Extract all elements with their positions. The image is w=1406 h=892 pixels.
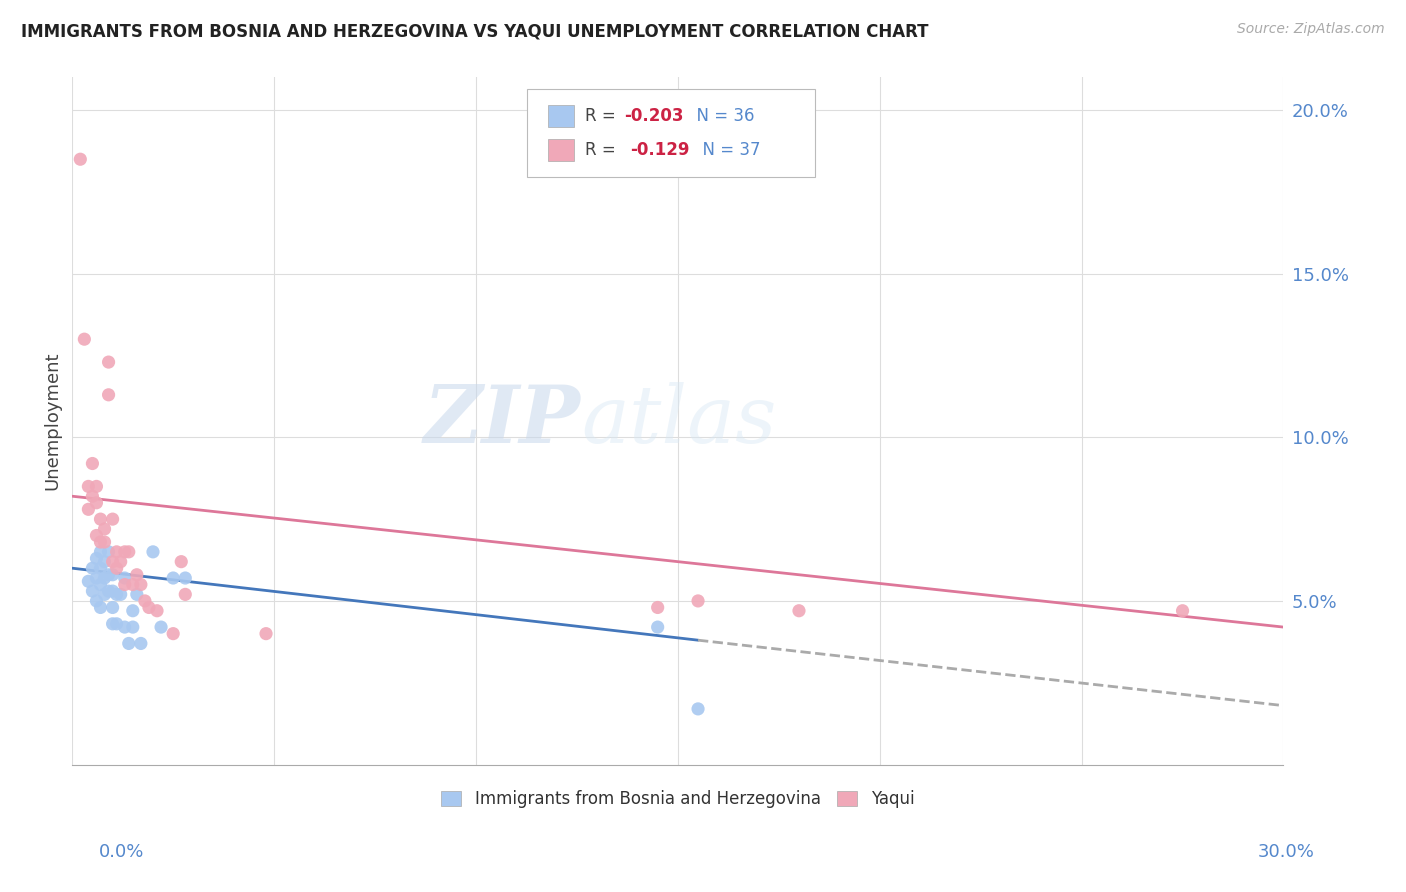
Point: [101, 600, 124, 615]
Text: Source: ZipAtlas.com: Source: ZipAtlas.com: [1237, 22, 1385, 37]
Point: [101, 555, 124, 569]
Point: [93, 587, 115, 601]
Text: ZIP: ZIP: [425, 383, 581, 459]
Point: [97, 567, 120, 582]
Point: [105, 616, 128, 631]
Point: [101, 616, 124, 631]
Point: [101, 567, 124, 582]
Point: [93, 555, 115, 569]
Text: IMMIGRANTS FROM BOSNIA AND HERZEGOVINA VS YAQUI UNEMPLOYMENT CORRELATION CHART: IMMIGRANTS FROM BOSNIA AND HERZEGOVINA V…: [21, 22, 928, 40]
Point: [89, 600, 111, 615]
Point: [82, 489, 104, 503]
Text: -0.203: -0.203: [624, 107, 683, 125]
Point: [129, 577, 152, 591]
Point: [121, 577, 143, 591]
Point: [121, 620, 143, 634]
Point: [118, 636, 141, 650]
Point: [105, 561, 128, 575]
Point: [162, 626, 184, 640]
Point: [105, 545, 128, 559]
Point: [129, 636, 152, 650]
Point: [77, 479, 100, 493]
Point: [647, 600, 669, 615]
Point: [101, 512, 124, 526]
Point: [101, 584, 124, 599]
Point: [134, 594, 156, 608]
Point: [142, 545, 165, 559]
Point: [174, 571, 197, 585]
Point: [1171, 604, 1194, 618]
Point: [89, 535, 111, 549]
Point: [146, 604, 169, 618]
Point: [138, 600, 160, 615]
Point: [73, 332, 96, 346]
Point: [97, 355, 120, 369]
Point: [77, 502, 100, 516]
Text: N = 36: N = 36: [686, 107, 755, 125]
Point: [162, 571, 184, 585]
Point: [114, 577, 136, 591]
Point: [93, 535, 115, 549]
Legend: Immigrants from Bosnia and Herzegovina, Yaqui: Immigrants from Bosnia and Herzegovina, …: [434, 783, 921, 814]
Point: [114, 571, 136, 585]
Text: R =: R =: [585, 141, 626, 159]
Point: [82, 457, 104, 471]
Point: [89, 577, 111, 591]
Point: [114, 620, 136, 634]
Point: [86, 496, 108, 510]
Text: 30.0%: 30.0%: [1258, 843, 1315, 861]
Point: [97, 545, 120, 559]
Point: [89, 512, 111, 526]
Text: -0.129: -0.129: [630, 141, 689, 159]
Text: N = 37: N = 37: [692, 141, 761, 159]
Point: [86, 594, 108, 608]
Point: [97, 584, 120, 599]
Point: [125, 587, 148, 601]
Point: [86, 551, 108, 566]
Point: [647, 620, 669, 634]
Y-axis label: Unemployment: Unemployment: [44, 351, 60, 491]
Point: [97, 388, 120, 402]
Point: [93, 571, 115, 585]
Text: atlas: atlas: [581, 383, 776, 459]
Point: [110, 555, 132, 569]
Point: [69, 153, 91, 167]
Text: R =: R =: [585, 107, 621, 125]
Point: [174, 587, 197, 601]
Point: [787, 604, 810, 618]
Point: [93, 522, 115, 536]
Point: [105, 587, 128, 601]
Point: [86, 571, 108, 585]
Point: [170, 555, 193, 569]
Point: [254, 626, 277, 640]
Point: [89, 545, 111, 559]
Point: [86, 479, 108, 493]
Point: [121, 604, 143, 618]
Text: 0.0%: 0.0%: [98, 843, 143, 861]
Point: [110, 587, 132, 601]
Point: [118, 545, 141, 559]
Point: [686, 594, 709, 608]
Point: [150, 620, 173, 634]
Point: [114, 545, 136, 559]
Point: [77, 574, 100, 589]
Point: [125, 567, 148, 582]
Point: [86, 528, 108, 542]
Point: [89, 561, 111, 575]
Point: [82, 584, 104, 599]
Point: [82, 561, 104, 575]
Point: [686, 702, 709, 716]
